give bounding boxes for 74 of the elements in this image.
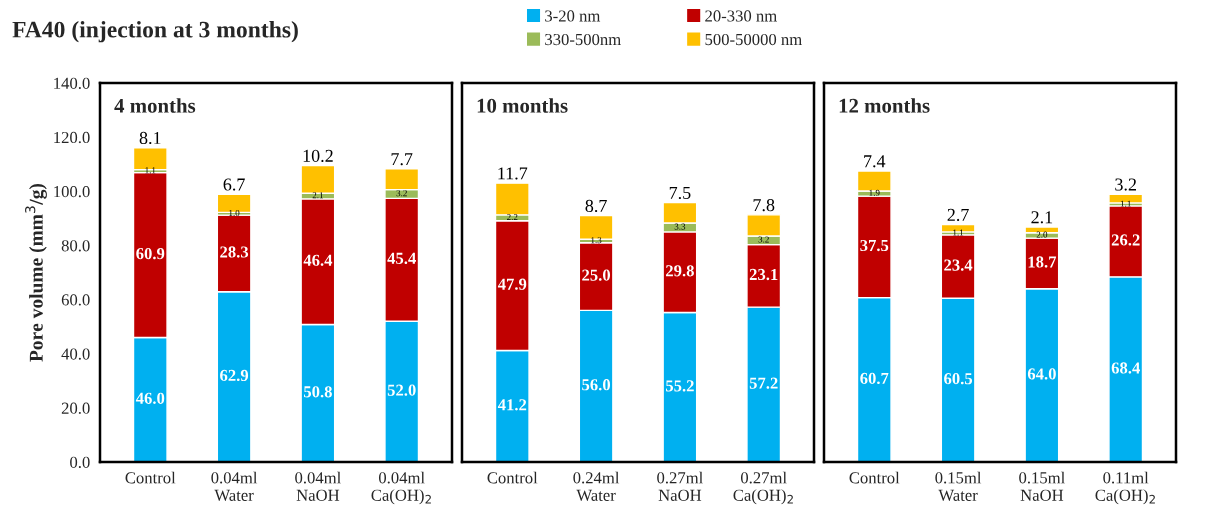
data-label: 68.4: [1111, 362, 1140, 374]
x-tick-label: 0.04ml Water: [211, 471, 258, 501]
legend-label: 20-330 nm: [705, 10, 777, 22]
data-label: 1.1: [953, 229, 964, 236]
data-label: 8.7: [585, 199, 607, 213]
bar: [216, 193, 252, 214]
x-tick-label: Control: [487, 471, 538, 484]
data-label: 18.7: [1028, 256, 1057, 268]
data-label: 11.7: [498, 167, 528, 180]
x-tick-label: 0.15ml NaOH: [1019, 471, 1065, 501]
legend-label: 3-20 nm: [545, 10, 601, 22]
y-tick-label: 40.0: [61, 348, 90, 360]
data-label: 8.1: [139, 131, 161, 145]
data-label: 28.3: [220, 246, 249, 258]
data-label: 64.0: [1027, 368, 1056, 380]
legend-label: 500-50000 nm: [705, 33, 802, 46]
data-label: 3.2: [1115, 178, 1136, 191]
data-label: 3.2: [758, 236, 769, 243]
data-label: 7.4: [864, 155, 886, 168]
data-label: 62.9: [220, 369, 249, 382]
x-tick-label: 0.11ml Ca(OH)$_{2}$: [1095, 471, 1155, 505]
x-tick-label: 0.04ml Ca(OH)$_{2}$: [371, 471, 431, 505]
data-label: 46.0: [135, 392, 165, 404]
x-tick-label: 0.27ml Ca(OH)$_{2}$: [733, 471, 793, 505]
data-label: 60.5: [944, 373, 973, 385]
data-label: 1.0: [229, 209, 240, 217]
x-tick-label: 0.04ml NaOH: [295, 471, 341, 501]
data-label: 25.0: [582, 269, 611, 281]
data-label: 2.7: [947, 208, 969, 221]
data-label: 29.8: [666, 265, 694, 277]
data-label: 2.1: [1031, 211, 1053, 224]
y-tick-label: 120.0: [54, 131, 90, 144]
y-tick-label: 140.0: [54, 77, 90, 90]
y-tick-label: 80.0: [61, 240, 90, 252]
y-axis-title: Pore volume (mm$^{3}$/g): [25, 183, 47, 362]
text: 12 months: [839, 98, 930, 113]
x-tick-label: 0.24ml Water: [573, 471, 620, 501]
data-label: 7.8: [753, 198, 775, 212]
data-label: 60.7: [860, 372, 889, 385]
data-label: 6.7: [223, 178, 245, 191]
data-label: 26.2: [1111, 234, 1140, 246]
text: 4 months: [114, 98, 196, 113]
data-label: 46.4: [303, 254, 333, 266]
text: FA40 (injection at 3 months): [12, 20, 298, 43]
y-tick-label: 0.0: [70, 456, 90, 469]
y-tick-label: 20.0: [61, 402, 90, 414]
data-label: 57.2: [749, 377, 778, 389]
data-label: 52.0: [387, 384, 416, 396]
data-label: 60.9: [136, 247, 165, 260]
data-label: 23.1: [749, 268, 778, 281]
y-tick-label: 60.0: [61, 294, 90, 306]
data-label: 23.4: [944, 259, 973, 271]
data-label: 3.2: [396, 190, 407, 197]
data-label: 56.0: [582, 379, 611, 391]
data-label: 55.2: [665, 380, 694, 392]
y-tick-label: 100.0: [54, 185, 90, 198]
data-label: 45.4: [387, 252, 416, 265]
data-label: 41.2: [497, 399, 527, 411]
data-label: 37.5: [860, 239, 889, 252]
x-tick-label: 0.27ml NaOH: [657, 471, 703, 501]
data-label: 10.2: [303, 149, 333, 162]
x-tick-label: Control: [849, 471, 900, 484]
data-label: 47.9: [497, 278, 527, 290]
data-label: 7.7: [391, 153, 413, 166]
data-label: 7.5: [669, 186, 691, 200]
legend-label: 330-500nm: [545, 33, 621, 46]
data-label: 1.1: [1120, 200, 1131, 207]
x-tick-label: Control: [125, 471, 176, 484]
data-label: 50.8: [303, 386, 332, 398]
x-tick-label: 0.15ml Water: [935, 471, 982, 501]
data-label: 1.1: [145, 167, 156, 174]
data-label: 3.3: [674, 223, 686, 230]
text: 10 months: [477, 98, 568, 113]
data-label: 2.1: [312, 192, 324, 199]
